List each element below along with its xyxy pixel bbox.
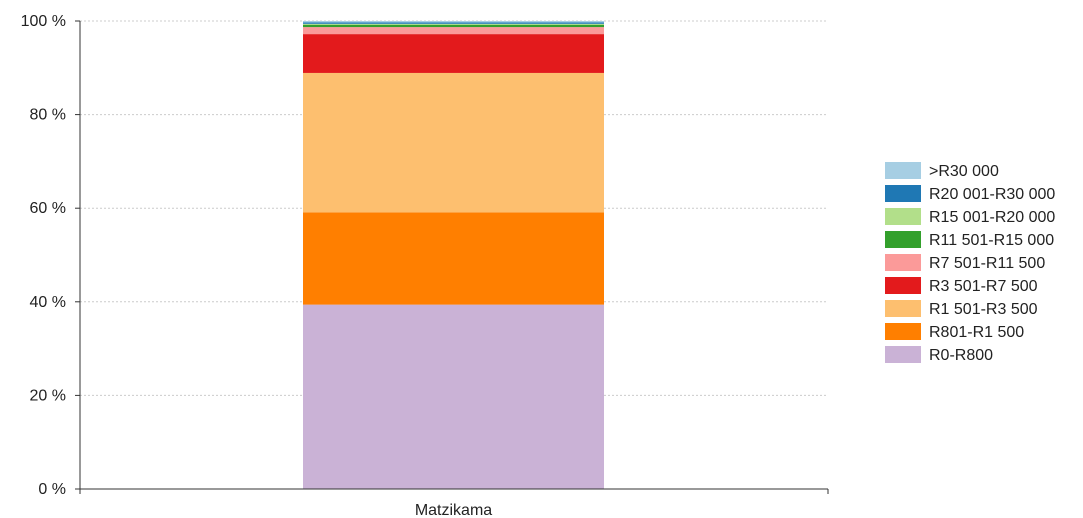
x-axis-ticks: Matzikama [79, 489, 829, 518]
bar-segment-4 [303, 34, 604, 73]
y-tick-label: 60 % [30, 200, 66, 217]
legend-label: R1 501-R3 500 [929, 301, 1038, 318]
legend-label: R801-R1 500 [929, 324, 1024, 341]
bar-segment-7 [303, 23, 604, 25]
legend-swatch [885, 346, 921, 363]
legend-swatch [885, 300, 921, 317]
bar-segment-3 [303, 72, 604, 213]
bar-segment-1 [303, 304, 604, 489]
y-tick-label: 0 % [38, 481, 66, 498]
y-tick-label: 40 % [30, 294, 66, 311]
y-tick-label: 100 % [21, 13, 66, 30]
legend-swatch [885, 208, 921, 225]
bar-segment-2 [303, 212, 604, 305]
y-tick-label: 80 % [30, 107, 66, 124]
legend-label: R20 001-R30 000 [929, 186, 1055, 203]
legend-label: R11 501-R15 000 [929, 232, 1054, 249]
legend-swatch [885, 277, 921, 294]
legend-swatch [885, 162, 921, 179]
legend-swatch [885, 231, 921, 248]
legend-swatch [885, 323, 921, 340]
bar-segment-5 [303, 27, 604, 35]
legend-label: R3 501-R7 500 [929, 278, 1038, 295]
bar-segment-8 [303, 22, 604, 24]
bar-segment-9 [303, 21, 604, 23]
legend-label: R7 501-R11 500 [929, 255, 1045, 272]
y-axis-ticks: 0 % 20 % 40 % 60 % 80 % 100 % [21, 13, 80, 498]
legend-swatch [885, 185, 921, 202]
legend-label: R0-R800 [929, 347, 993, 364]
legend: >R30 000 R20 001-R30 000 R15 001-R20 000 R1… [885, 162, 1055, 364]
legend-swatch [885, 254, 921, 271]
x-category-label: Matzikama [415, 502, 492, 518]
legend-label: >R30 000 [929, 163, 999, 180]
axes [79, 21, 828, 490]
bar-stack [303, 21, 604, 489]
legend-label: R15 001-R20 000 [929, 209, 1055, 226]
bar-segment-6 [303, 24, 604, 28]
y-tick-label: 20 % [30, 387, 66, 404]
